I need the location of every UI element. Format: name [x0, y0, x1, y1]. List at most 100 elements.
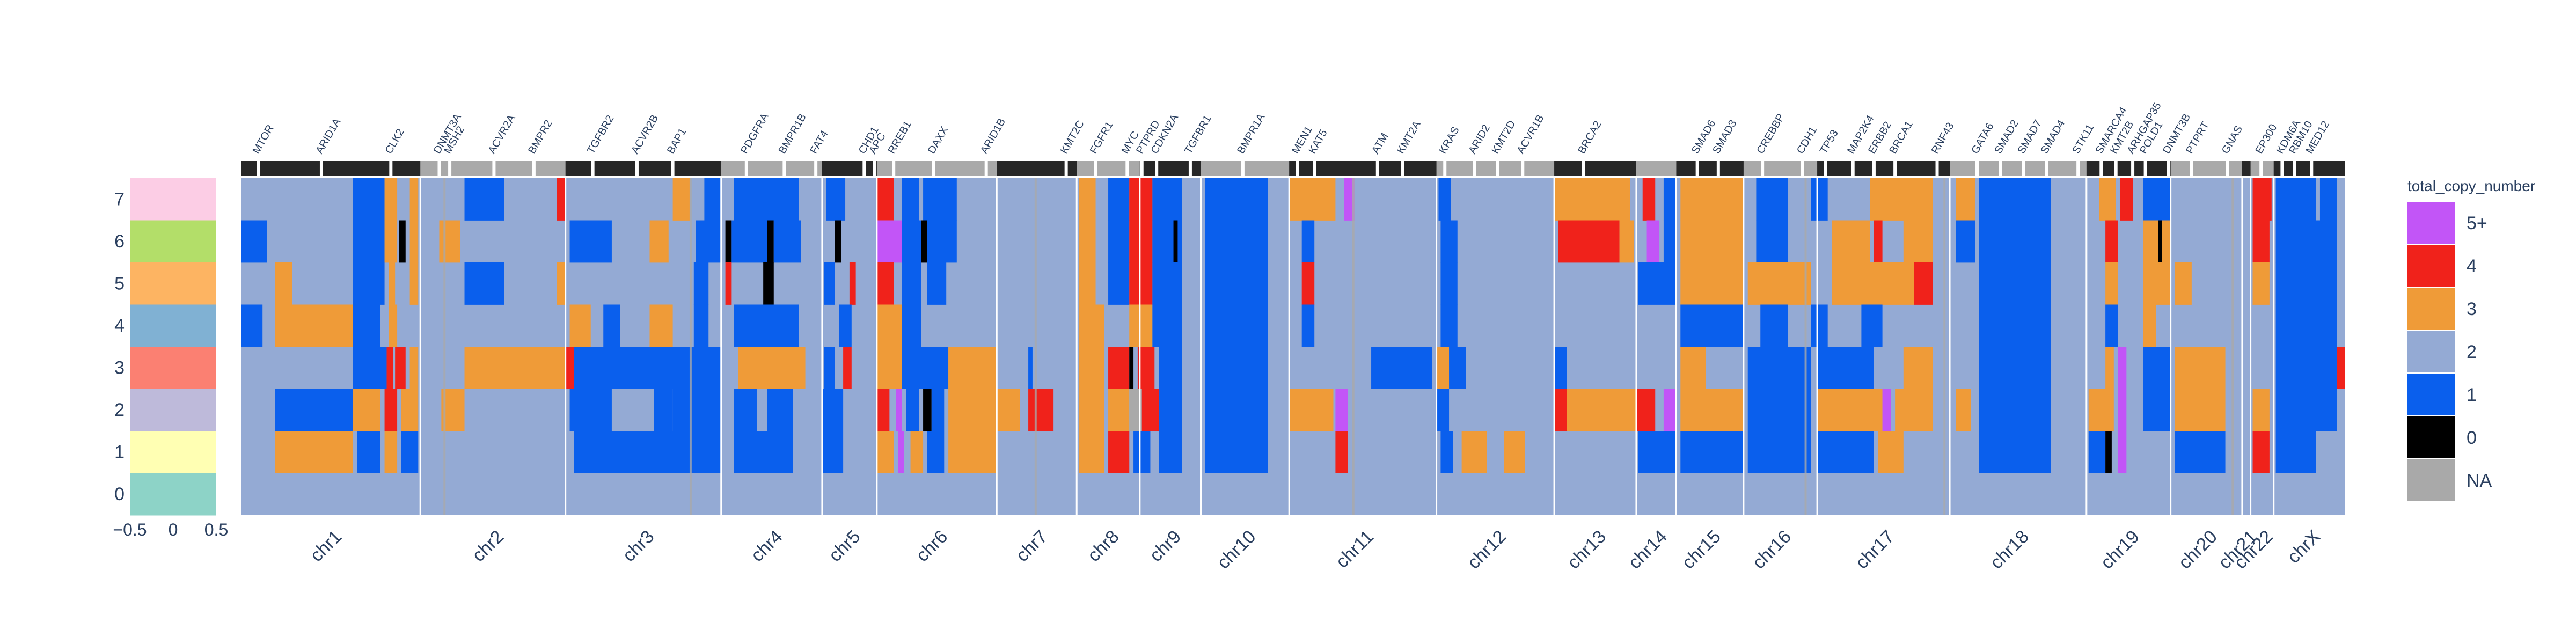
cn-segment-row1-1 [927, 431, 945, 473]
cn-segment-row4-1 [2105, 304, 2118, 347]
gene-strip-chrom-block [241, 161, 421, 176]
cn-segment-row1-3 [1878, 431, 1904, 473]
cn-segment-row7-3 [2099, 178, 2116, 221]
cn-segment-row5-1 [1638, 262, 1677, 305]
cn-segment-row7-3 [1079, 178, 1096, 221]
chromosome-labels: chr1 chr2 chr3 chr4 chr5 chr6 chr7 chr8 chr9 chr1… [306, 526, 2324, 573]
cn-segment-row7-1 [1811, 178, 1828, 221]
cn-segment-row3-4 [1108, 347, 1130, 389]
gene-marker [1155, 161, 1159, 176]
cn-segment-row5-3 [557, 262, 566, 305]
chromosome-label-chr2: chr2 [468, 526, 508, 566]
sample-axis-tick: 0 [169, 520, 178, 539]
cn-segment-row1-1 [2088, 431, 2106, 473]
cn-segment-row3-1 [902, 347, 949, 389]
cn-segment-row6-1 [2275, 220, 2337, 263]
chromosome-label-chrX: chrX [2284, 526, 2324, 567]
cn-segment-row5-1 [1108, 262, 1130, 305]
cn-segment-row2-4 [1554, 389, 1567, 431]
gene-marker [814, 161, 818, 176]
gene-marker [1935, 161, 1939, 176]
chromosome-boundaries [419, 178, 2275, 515]
cn-segment-row3-4 [386, 347, 393, 389]
gene-marker [257, 161, 260, 176]
sample-swatch-1 [130, 431, 216, 473]
cn-segment-row6-1 [927, 220, 957, 263]
gene-label-TGFBR2: TGFBR2 [585, 113, 617, 156]
gene-strip-chrom-block [2242, 161, 2251, 176]
cn-segment-row3-1 [353, 347, 387, 389]
cn-segment-row6-4 [1129, 220, 1153, 263]
cn-segment-row3-1 [1371, 347, 1432, 389]
sample-label-7: 7 [114, 189, 125, 209]
chromosome-label-chr1: chr1 [306, 526, 346, 566]
cn-segment-row1-1 [822, 431, 844, 473]
cn-segment-row2-1 [1436, 389, 1450, 431]
cn-segment-row3-4 [565, 347, 574, 389]
gene-marker [1801, 161, 1804, 176]
cn-segment-row2-1 [767, 389, 793, 431]
cn-segment-row7-5+ [1344, 178, 1355, 221]
cn-segment-row2-1 [672, 389, 721, 431]
cn-na-column [689, 178, 692, 515]
gene-marker [1496, 161, 1499, 176]
cn-segment-row1-1 [1979, 431, 2051, 473]
cn-segment-row7-3 [409, 178, 419, 221]
cn-segment-row6-3 [384, 220, 398, 263]
cn-segment-row4-1 [241, 304, 263, 347]
cn-segment-row7-1 [1979, 178, 2051, 221]
cn-segment-row2-3 [1817, 389, 1883, 431]
cn-segment-row6-3 [439, 220, 460, 263]
gene-label-TP53: TP53 [1818, 128, 1841, 156]
sample-swatch-3 [130, 347, 216, 389]
cn-segment-row5-3 [389, 262, 396, 305]
cn-segment-row3-1 [574, 347, 721, 389]
legend-title: total_copy_number [2407, 178, 2535, 194]
cn-segment-row6-5+ [1646, 220, 1660, 263]
cn-segment-row6-4 [1558, 220, 1620, 263]
sample-label-6: 6 [114, 231, 125, 252]
cn-segment-row1-5+ [2118, 431, 2127, 473]
cn-segment-row7-1 [1438, 178, 1451, 221]
cn-segment-row5-3 [1747, 262, 1811, 305]
cn-segment-row4-1 [603, 304, 620, 347]
cn-segment-row4-1 [1152, 304, 1182, 347]
cn-segment-row6-1 [696, 220, 721, 263]
gene-marker [892, 161, 896, 176]
cn-segment-row6-0 [835, 220, 841, 263]
gene-label-BAP1: BAP1 [665, 126, 689, 156]
cn-na-column [443, 178, 446, 515]
cn-segment-row2-5+ [896, 389, 902, 431]
cn-segment-row2-4 [1636, 389, 1656, 431]
gene-label-KMT2D: KMT2D [1490, 119, 1518, 156]
cn-segment-row3-3 [464, 347, 566, 389]
cn-segment-row4-1 [1760, 304, 1788, 347]
gene-label-FAT4: FAT4 [808, 128, 830, 156]
cn-segment-row6-3 [409, 220, 419, 263]
gene-marker [1872, 161, 1876, 176]
gene-strip-chrom-block [1817, 161, 1950, 176]
gene-marker [2310, 161, 2314, 176]
cn-segment-row2-1 [654, 389, 673, 431]
gene-label-GATA6: GATA6 [1969, 121, 1996, 156]
cn-segment-row1-1 [1680, 431, 1744, 473]
gene-strip-chrom-block [1676, 161, 1744, 176]
cn-segment-row2-1 [1205, 389, 1268, 431]
cn-segment-row3-1 [1159, 347, 1182, 389]
cn-segment-row2-1 [1747, 389, 1811, 431]
cn-segment-row6-3 [1079, 220, 1096, 263]
cn-segment-row1-1 [1747, 431, 1811, 473]
gene-label-KMT2A: KMT2A [1395, 119, 1423, 156]
cn-segment-row4-3 [1079, 304, 1104, 347]
cn-segment-row1-1 [1133, 431, 1151, 473]
cn-segment-row6-4 [2105, 220, 2118, 263]
cn-segment-row7-1 [1205, 178, 1268, 221]
cn-segment-row3-1 [1747, 347, 1811, 389]
cn-segment-row4-1 [1861, 304, 1883, 347]
chromosome-label-chr19: chr19 [2097, 526, 2143, 573]
cn-segment-row7-3 [1956, 178, 1975, 221]
cn-segment-row4-1 [1440, 304, 1458, 347]
cn-segment-row2-3 [353, 389, 380, 431]
gene-strip-chrom-block [822, 161, 877, 176]
legend-label-2: 2 [2467, 342, 2477, 362]
